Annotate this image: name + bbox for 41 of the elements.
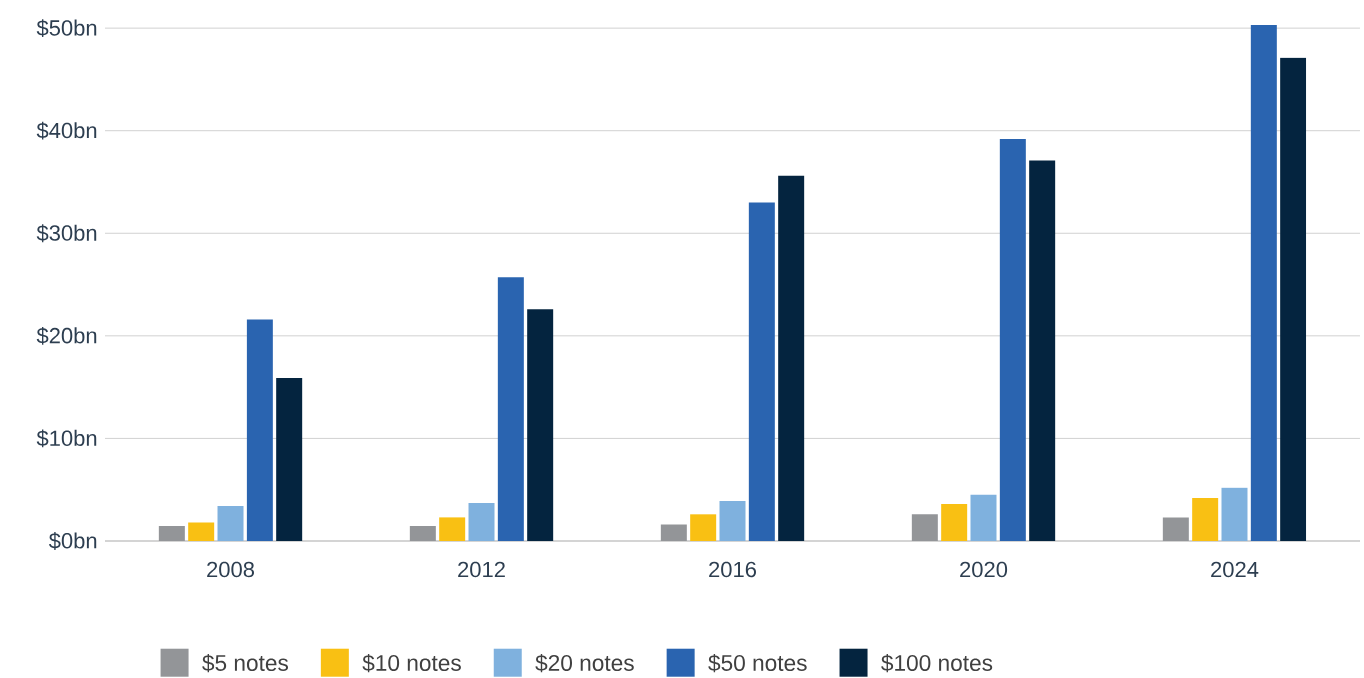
x-tick-label: 2012 — [458, 561, 505, 578]
y-tick-label: $10bn — [36, 429, 97, 448]
y-tick-label: $40bn — [36, 121, 97, 140]
bar — [1162, 517, 1189, 541]
bar — [158, 526, 185, 541]
bar — [778, 175, 805, 541]
bar — [1029, 160, 1056, 541]
bar — [188, 522, 215, 541]
y-tick-label: $50bn — [36, 19, 97, 38]
legend-label: $20 notes — [535, 654, 634, 673]
x-tick-label: 2024 — [1211, 561, 1259, 578]
bar — [911, 514, 938, 541]
bar — [690, 514, 717, 541]
bar — [1192, 497, 1219, 541]
legend-label: $100 notes — [881, 654, 993, 673]
bar — [660, 524, 687, 541]
y-tick-label: $20bn — [36, 326, 97, 345]
bar — [1280, 57, 1307, 541]
bar — [999, 138, 1026, 541]
bar — [748, 202, 775, 541]
legend-label: $5 notes — [202, 654, 289, 673]
legend-label: $10 notes — [362, 654, 461, 673]
bar — [409, 526, 436, 541]
bar — [439, 517, 466, 541]
bar — [217, 506, 244, 541]
bar — [468, 503, 495, 541]
bar — [276, 377, 303, 541]
bar — [1250, 25, 1277, 541]
y-tick-label: $30bn — [36, 224, 97, 243]
bar — [527, 309, 554, 541]
bar — [246, 319, 273, 541]
bar — [497, 277, 524, 541]
x-tick-label: 2016 — [709, 561, 756, 578]
bar — [941, 504, 968, 541]
y-tick-label: $0bn — [48, 532, 97, 550]
bar — [970, 494, 997, 541]
legend-label: $50 notes — [708, 654, 807, 673]
bar — [1221, 487, 1248, 541]
x-tick-label: 2008 — [207, 561, 255, 578]
bar — [719, 500, 746, 541]
x-tick-label: 2020 — [960, 561, 1008, 578]
